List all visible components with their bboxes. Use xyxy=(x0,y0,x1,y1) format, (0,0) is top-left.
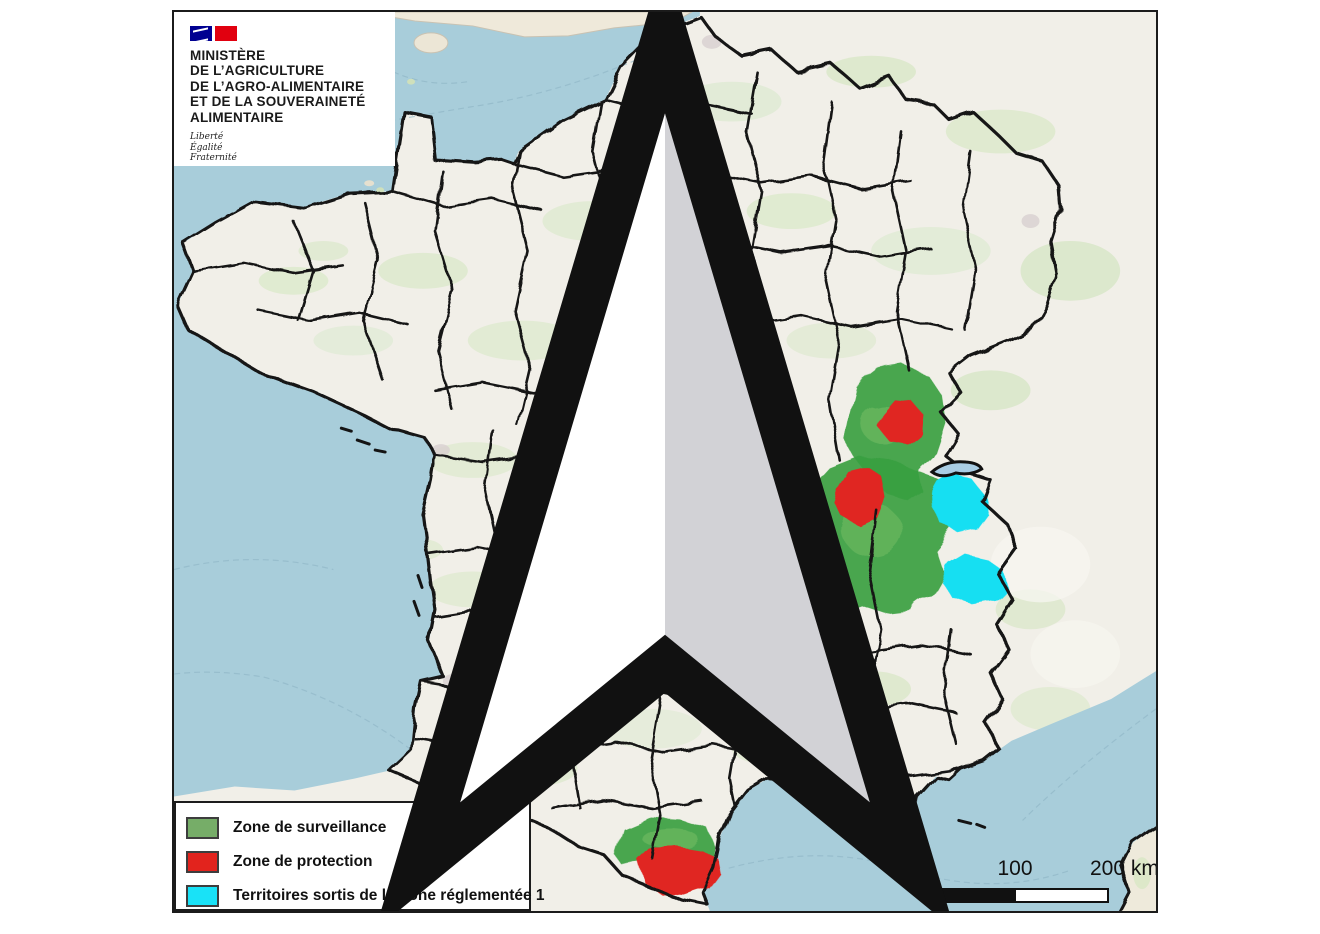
sea-atlantic-channel xyxy=(174,12,700,797)
territoire-sorti-north xyxy=(930,470,989,535)
ministry-title: MINISTÈRE DE L’AGRICULTURE DE L’AGRO-ALI… xyxy=(190,48,395,125)
motto-line: Égalité xyxy=(190,142,223,153)
zone-protection-south xyxy=(639,845,721,898)
french-flag-icon xyxy=(190,26,395,41)
motto-line: Liberté xyxy=(190,132,224,143)
france-outline xyxy=(175,14,1062,907)
england-coast xyxy=(361,12,693,194)
sea-mediterranean xyxy=(702,671,1156,911)
zone-protection-central xyxy=(833,466,887,527)
legend-label: Zone de surveillance xyxy=(233,819,387,836)
north-arrow-icon xyxy=(380,12,950,911)
republic-motto: Liberté Égalité Fraternité xyxy=(190,132,395,164)
ministry-line: DE L’AGRO-ALIMENTAIRE xyxy=(190,78,365,94)
lake-geneva xyxy=(929,460,984,478)
corsica xyxy=(1117,825,1156,911)
surveillance-swatch xyxy=(186,817,219,839)
legend-item-protection: Zone de protection xyxy=(186,845,529,879)
ministry-line: MINISTÈRE xyxy=(190,48,266,63)
coastal-islands xyxy=(339,426,987,829)
ministry-line: DE L’AGRICULTURE xyxy=(190,63,325,79)
scale-tick-100: 100 xyxy=(997,857,1033,880)
ministry-logo-block: MINISTÈRE DE L’AGRICULTURE DE L’AGRO-ALI… xyxy=(174,12,395,166)
legend-label: Zone de protection xyxy=(233,853,373,870)
motto-line: Fraternité xyxy=(190,153,237,164)
map-frame: MINISTÈRE DE L’AGRICULTURE DE L’AGRO-ALI… xyxy=(172,10,1158,913)
zone-protection-north xyxy=(878,398,923,445)
scale-tick-200: 200 km xyxy=(1090,857,1158,880)
ministry-line: ET DE LA SOUVERAINETÉ xyxy=(190,94,366,110)
territoires-sortis-swatch xyxy=(186,885,219,907)
territoire-sorti-south xyxy=(939,553,1008,605)
ministry-line: ALIMENTAIRE xyxy=(190,109,284,125)
protection-swatch xyxy=(186,851,219,873)
legend-item-surveillance: Zone de surveillance xyxy=(186,811,529,845)
